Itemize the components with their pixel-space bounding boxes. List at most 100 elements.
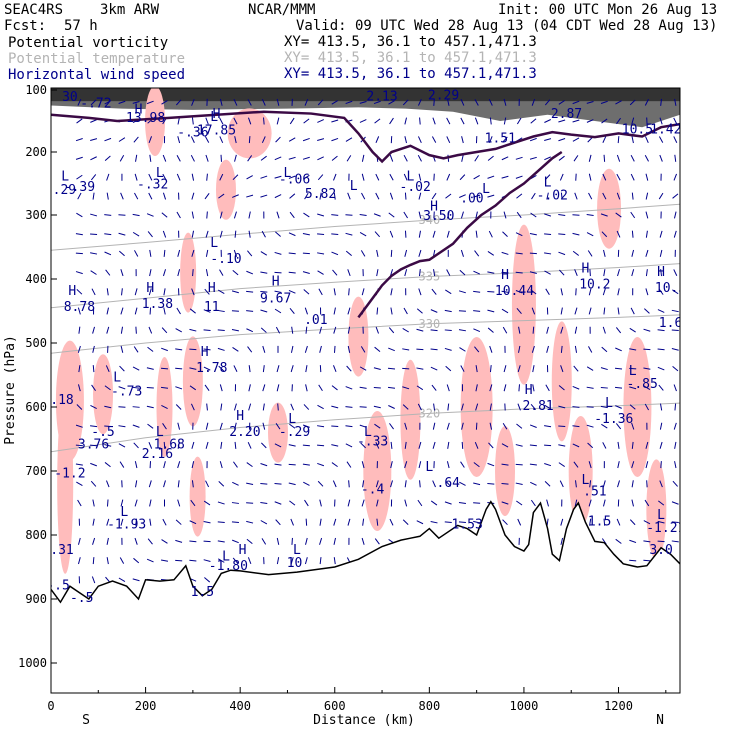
wind-vector — [288, 252, 296, 255]
pv-extremum-label: L — [605, 396, 613, 411]
wind-vector — [388, 100, 395, 105]
wind-vector — [274, 501, 282, 505]
wind-vector — [231, 290, 239, 294]
wind-vector — [673, 384, 677, 392]
wind-vector — [104, 233, 112, 236]
wind-vector — [417, 154, 422, 162]
wind-vector — [204, 192, 210, 200]
wind-vector — [260, 271, 268, 274]
pv-extremum-label: L — [293, 543, 301, 558]
wind-vector — [260, 327, 267, 333]
wind-vector — [473, 310, 481, 312]
wind-vector — [233, 249, 238, 257]
wind-vector — [574, 345, 578, 353]
wind-vector — [204, 136, 210, 143]
wind-vector — [572, 232, 580, 236]
wind-vector — [75, 252, 83, 255]
wind-vector — [602, 480, 606, 488]
wind-vector — [631, 422, 635, 430]
wind-vector — [629, 559, 637, 562]
wind-vector — [501, 271, 509, 274]
wind-vector — [658, 384, 664, 391]
high-pv-shading — [51, 88, 680, 102]
wind-vector — [331, 444, 339, 447]
wind-vector — [276, 365, 280, 373]
wind-vector — [503, 384, 507, 392]
wind-vector — [487, 462, 495, 467]
wind-vector — [402, 327, 409, 333]
wind-vector — [559, 269, 565, 276]
wind-vector — [658, 500, 665, 506]
wind-vector — [261, 230, 266, 238]
pv-extremum-label: 1.78 — [196, 361, 227, 376]
wind-vector — [302, 156, 310, 160]
pv-extremum-label: L — [350, 179, 358, 194]
wind-vector — [160, 367, 169, 370]
wind-vector — [347, 499, 351, 507]
wind-vector — [132, 366, 140, 371]
wind-vector — [219, 173, 224, 181]
wind-vector — [106, 557, 109, 565]
wind-vector — [218, 365, 225, 372]
wind-vector — [671, 540, 679, 543]
wind-vector — [92, 365, 95, 373]
wind-vector — [120, 345, 124, 353]
wind-vector — [219, 136, 224, 144]
wind-vector — [233, 99, 238, 106]
y-tick-label: 700 — [25, 464, 47, 478]
pv-extremum-label: -.72 — [80, 96, 111, 111]
wind-vector — [161, 327, 168, 334]
pv-extremum-label: 1.42 — [650, 122, 681, 137]
south-endpoint-label: S — [82, 713, 90, 728]
wind-vector — [260, 463, 268, 467]
wind-vector — [445, 480, 452, 487]
wind-vector — [121, 288, 123, 296]
wind-vector — [603, 307, 606, 315]
wind-vector — [288, 444, 296, 447]
negative-pv-patch — [215, 159, 236, 220]
wind-vector — [359, 232, 367, 237]
wind-vector — [289, 423, 296, 429]
wind-vector — [232, 347, 239, 352]
wind-vector — [234, 154, 237, 162]
wind-vector — [558, 405, 566, 409]
wind-vector — [473, 520, 481, 524]
wind-vector — [189, 367, 197, 370]
wind-vector — [90, 156, 97, 161]
y-tick-label: 500 — [25, 336, 47, 350]
wind-vector — [629, 367, 637, 370]
wind-vector — [176, 307, 181, 315]
wind-vector — [175, 559, 183, 562]
wind-vector — [430, 500, 438, 506]
wind-vector — [489, 384, 493, 392]
wind-vector — [219, 211, 223, 219]
wind-vector — [217, 558, 225, 563]
wind-vector — [447, 441, 450, 449]
wind-vector — [643, 308, 650, 314]
wind-vector — [574, 499, 578, 507]
wind-vector — [403, 211, 408, 219]
wind-vector — [502, 136, 508, 143]
pv-extremum-label: -.29 — [279, 425, 310, 440]
wind-vector — [588, 192, 593, 200]
wind-vector — [319, 537, 323, 545]
wind-vector — [288, 232, 296, 237]
wind-vector — [603, 499, 606, 507]
wind-vector — [260, 291, 268, 293]
wind-vector — [148, 192, 153, 200]
wind-vector — [643, 559, 651, 562]
pv-extremum-label: L — [210, 110, 218, 125]
wind-vector — [544, 481, 551, 487]
pv-extremum-label: 5.82 — [305, 187, 336, 202]
wind-vector — [432, 441, 436, 449]
wind-vector — [601, 346, 608, 353]
wind-vector — [631, 230, 634, 238]
wind-vector — [645, 441, 649, 449]
wind-vector — [175, 99, 182, 106]
wind-vector — [586, 386, 594, 389]
negative-pv-patch — [348, 296, 369, 377]
wind-vector — [502, 231, 508, 237]
pv-extremum-label: L — [222, 550, 230, 565]
wind-vector — [217, 501, 225, 505]
